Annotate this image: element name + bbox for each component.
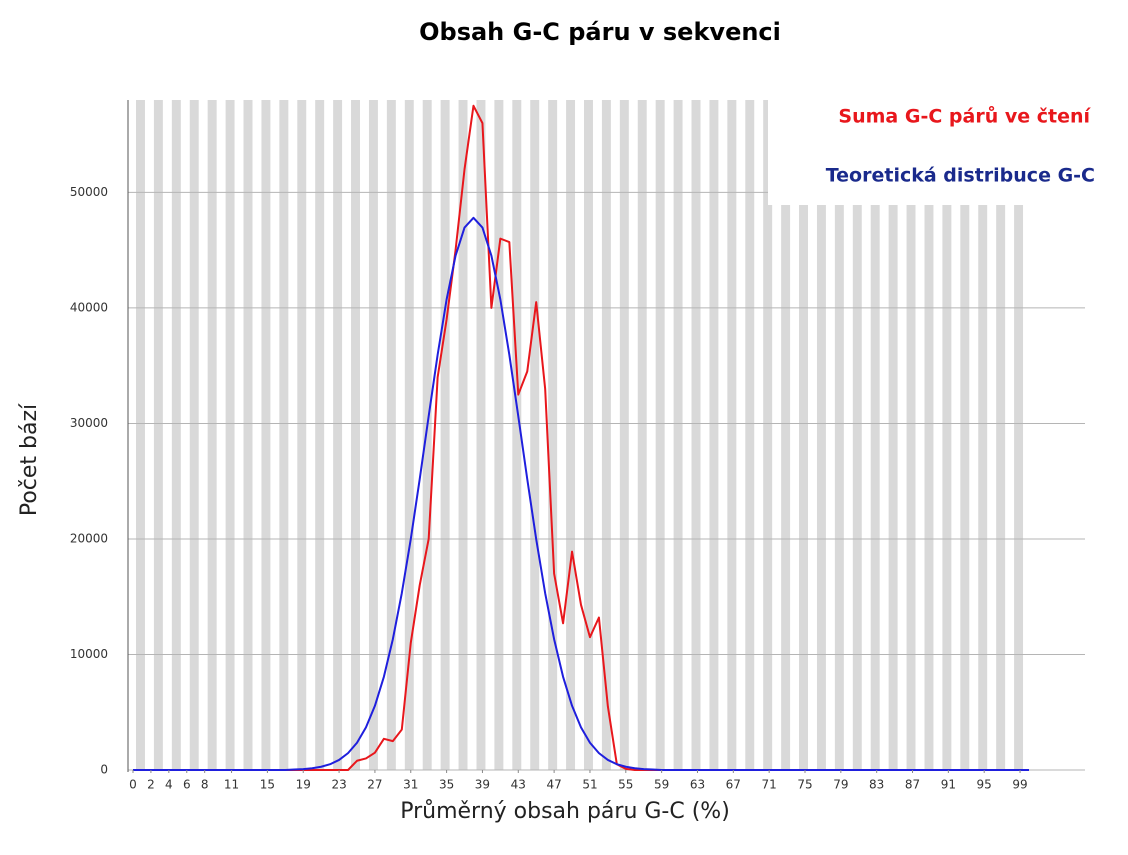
x-tick-label: 51 xyxy=(582,778,597,792)
stripe xyxy=(512,100,522,770)
x-tick-label: 95 xyxy=(977,778,992,792)
x-axis-label: Průměrný obsah páru G-C (%) xyxy=(400,799,730,824)
stripe xyxy=(924,100,934,770)
stripe xyxy=(189,100,199,770)
chart-title: Obsah G-C páru v sekvenci xyxy=(419,18,781,46)
stripe xyxy=(225,100,235,770)
stripe xyxy=(333,100,343,770)
x-tick-label: 23 xyxy=(331,778,346,792)
stripe xyxy=(870,100,880,770)
series-line xyxy=(133,216,1029,771)
x-tick-label: 63 xyxy=(690,778,705,792)
stripe xyxy=(942,100,952,770)
stripe xyxy=(816,100,826,770)
stripe xyxy=(834,100,844,770)
stripe xyxy=(368,100,378,770)
x-tick-label: 39 xyxy=(475,778,490,792)
x-tick-label: 91 xyxy=(941,778,956,792)
x-tick-label: 6 xyxy=(183,778,191,792)
x-tick-label: 19 xyxy=(296,778,311,792)
x-tick-label: 31 xyxy=(403,778,418,792)
stripe xyxy=(709,100,719,770)
x-tick-label: 27 xyxy=(367,778,382,792)
y-tick-label: 10000 xyxy=(70,647,108,661)
x-tick-label: 2 xyxy=(147,778,155,792)
stripe xyxy=(996,100,1006,770)
y-tick-label: 0 xyxy=(100,763,108,777)
x-tick-label: 15 xyxy=(260,778,275,792)
stripe xyxy=(584,100,593,770)
background-stripes xyxy=(136,100,1024,770)
x-tick-label: 71 xyxy=(762,778,777,792)
y-tick-label: 40000 xyxy=(70,300,108,314)
stripe xyxy=(279,100,289,770)
stripe xyxy=(960,100,970,770)
legend: Suma G-C párů ve čtení Teoretická distrib… xyxy=(826,105,1095,187)
stripe xyxy=(906,100,916,770)
x-tick-label: 35 xyxy=(439,778,454,792)
x-tick-label: 47 xyxy=(546,778,561,792)
stripe xyxy=(781,100,791,770)
stripe xyxy=(476,100,486,770)
stripe xyxy=(978,100,988,770)
y-tick-label: 30000 xyxy=(70,416,108,430)
x-tick-label: 79 xyxy=(833,778,848,792)
x-tick-label: 0 xyxy=(129,778,137,792)
x-tick-label: 59 xyxy=(654,778,669,792)
stripe xyxy=(637,100,647,770)
x-tick-label: 8 xyxy=(201,778,209,792)
stripe xyxy=(422,100,432,770)
stripe xyxy=(440,100,450,770)
y-axis-label: Počet bází xyxy=(17,403,42,516)
stripe xyxy=(404,100,414,770)
stripe xyxy=(763,100,773,770)
x-tick-label: 11 xyxy=(224,778,239,792)
x-tick-label: 87 xyxy=(905,778,920,792)
stripe xyxy=(673,100,683,770)
x-tick-label: 67 xyxy=(726,778,741,792)
stripe xyxy=(530,100,540,770)
stripe xyxy=(386,100,396,770)
x-tick-label: 4 xyxy=(165,778,173,792)
stripe xyxy=(494,100,504,770)
stripe xyxy=(566,100,576,770)
stripe xyxy=(888,100,898,770)
y-tick-label: 20000 xyxy=(70,531,108,545)
legend-box xyxy=(768,95,1098,205)
stripe xyxy=(619,100,629,770)
stripe xyxy=(351,100,360,770)
stripe xyxy=(799,100,808,770)
stripe xyxy=(136,100,145,770)
stripe xyxy=(261,100,271,770)
x-tick-label: 75 xyxy=(797,778,812,792)
y-tick-label: 50000 xyxy=(70,185,108,199)
stripe xyxy=(458,100,468,770)
legend-label: Teoretická distribuce G-C xyxy=(826,165,1095,187)
plot xyxy=(133,104,1029,771)
stripe xyxy=(852,100,862,770)
stripe xyxy=(153,100,163,770)
x-tick-label: 83 xyxy=(869,778,884,792)
x-tick-label: 99 xyxy=(1012,778,1027,792)
stripe xyxy=(548,100,558,770)
stripe xyxy=(727,100,737,770)
legend-label: Suma G-C párů ve čtení xyxy=(838,105,1091,128)
stripe xyxy=(601,100,611,770)
stripe xyxy=(691,100,701,770)
stripe xyxy=(745,100,755,770)
stripe xyxy=(243,100,253,770)
stripe xyxy=(315,100,325,770)
stripe xyxy=(207,100,217,770)
x-tick-label: 55 xyxy=(618,778,633,792)
stripe xyxy=(655,100,665,770)
stripe xyxy=(1014,100,1024,770)
stripe xyxy=(297,100,307,770)
x-tick-label: 43 xyxy=(511,778,526,792)
stripe xyxy=(171,100,181,770)
